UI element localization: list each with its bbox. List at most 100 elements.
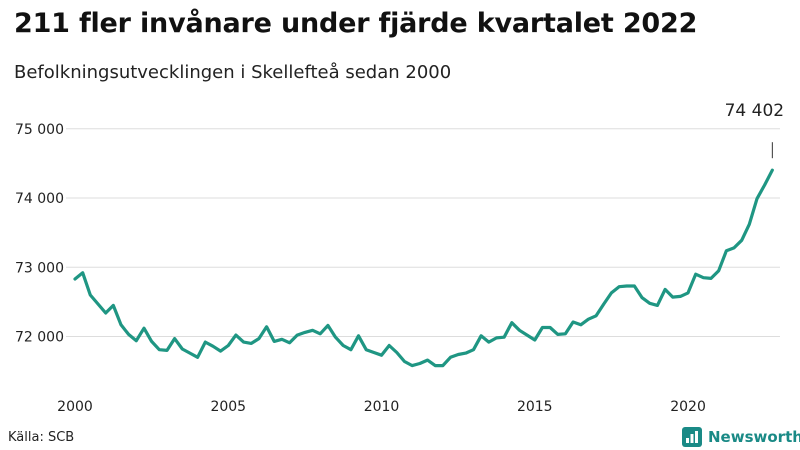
data-point <box>150 339 154 343</box>
data-point <box>81 271 85 275</box>
data-point <box>173 337 177 341</box>
gridlines <box>66 128 780 338</box>
x-tick-label: 2015 <box>517 399 553 415</box>
data-point <box>648 301 652 305</box>
data-point <box>586 317 590 321</box>
data-point <box>364 348 368 352</box>
data-point <box>349 348 353 352</box>
chart-title: 211 fler invånare under fjärde kvartalet… <box>14 8 698 39</box>
newsworthy-logo-icon <box>682 427 702 447</box>
data-point <box>387 344 391 348</box>
data-point <box>464 351 468 355</box>
x-tick-label: 2000 <box>57 399 93 415</box>
annotation-label: 74 402 <box>725 101 784 121</box>
data-point <box>548 326 552 330</box>
data-point <box>211 344 215 348</box>
y-tick-label: 73 000 <box>15 260 64 276</box>
data-point <box>119 323 123 327</box>
data-point <box>495 336 499 340</box>
data-point <box>640 296 644 300</box>
data-point <box>540 326 544 330</box>
data-point <box>88 293 92 297</box>
data-point <box>709 276 713 280</box>
data-point <box>449 355 453 359</box>
data-point <box>678 294 682 298</box>
data-point <box>456 353 460 357</box>
data-point <box>357 334 361 338</box>
data-point <box>134 339 138 343</box>
y-axis-tick-labels: 72 000 73 000 74 000 75 000 <box>15 122 64 346</box>
data-point <box>525 333 529 337</box>
data-point <box>563 332 567 336</box>
data-point <box>609 291 613 295</box>
data-point <box>104 311 108 315</box>
data-point <box>441 364 445 368</box>
data-point <box>717 269 721 273</box>
data-point <box>694 272 698 276</box>
data-point <box>579 323 583 327</box>
data-point <box>96 302 100 306</box>
data-point <box>380 353 384 357</box>
data-point <box>655 303 659 307</box>
data-point <box>479 334 483 338</box>
series-line <box>73 168 774 368</box>
annotations: 74 402 <box>725 101 784 159</box>
data-point <box>234 333 238 337</box>
data-point <box>763 183 767 187</box>
data-point <box>755 197 759 201</box>
data-point <box>219 349 223 353</box>
data-point <box>326 323 330 327</box>
data-point <box>571 320 575 324</box>
data-point <box>426 358 430 362</box>
data-point <box>288 341 292 345</box>
data-point <box>341 344 345 348</box>
x-axis-tick-labels: 2000 2005 2010 2015 2020 <box>57 399 706 415</box>
data-point <box>257 337 261 341</box>
data-point <box>556 332 560 336</box>
data-point <box>73 277 77 281</box>
brand-label: Newsworthy <box>708 428 800 446</box>
data-point <box>203 340 207 344</box>
newsworthy-brand[interactable]: Newsworthy <box>682 424 800 450</box>
data-point <box>127 332 131 336</box>
data-point <box>165 348 169 352</box>
data-point <box>311 328 315 332</box>
y-tick-label: 72 000 <box>15 330 64 346</box>
data-point <box>157 348 161 352</box>
source-credit: Källa: SCB <box>8 430 75 445</box>
data-point <box>724 249 728 253</box>
data-point <box>701 276 705 280</box>
data-point <box>265 325 269 329</box>
data-point <box>418 362 422 366</box>
data-point <box>602 302 606 306</box>
data-point <box>280 337 284 341</box>
x-tick-label: 2020 <box>670 399 706 415</box>
data-point <box>632 284 636 288</box>
data-point <box>770 168 774 172</box>
data-point <box>196 355 200 359</box>
series-layer <box>73 168 774 368</box>
y-tick-label: 74 000 <box>15 191 64 207</box>
data-point <box>472 348 476 352</box>
data-point <box>410 364 414 368</box>
data-point <box>510 321 514 325</box>
data-point <box>686 291 690 295</box>
data-point <box>433 364 437 368</box>
y-tick-label: 75 000 <box>15 122 64 138</box>
data-point <box>395 351 399 355</box>
data-point <box>142 326 146 330</box>
data-point <box>226 344 230 348</box>
data-point <box>740 238 744 242</box>
x-tick-label: 2005 <box>210 399 246 415</box>
data-point <box>487 340 491 344</box>
data-point <box>747 222 751 226</box>
data-point <box>111 303 115 307</box>
data-point <box>625 284 629 288</box>
data-point <box>295 333 299 337</box>
chart-subtitle: Befolkningsutvecklingen i Skellefteå sed… <box>14 62 452 83</box>
data-point <box>188 351 192 355</box>
data-point <box>617 285 621 289</box>
data-point <box>502 335 506 339</box>
data-point <box>334 335 338 339</box>
